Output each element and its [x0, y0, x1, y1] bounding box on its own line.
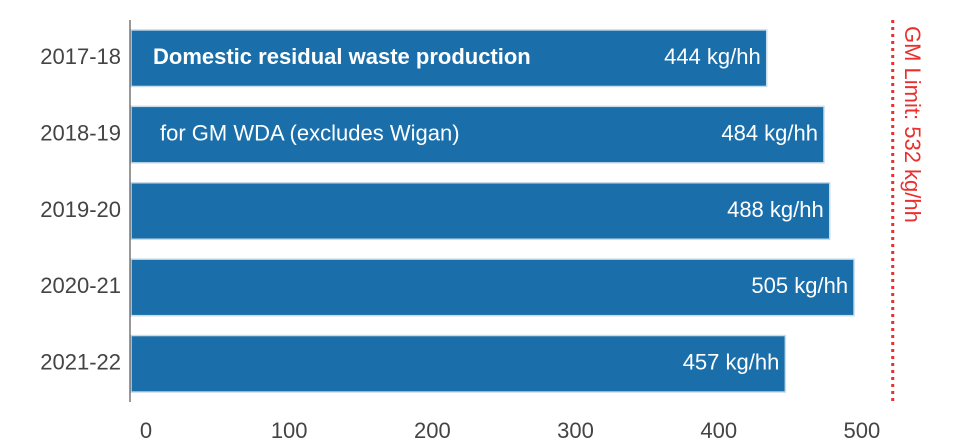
x-tick-label: 400: [700, 418, 737, 442]
value-label: 457 kg/hh: [683, 350, 780, 375]
bar: [130, 334, 787, 393]
x-tick-label: 100: [271, 418, 308, 442]
y-tick-label: 2019-20: [40, 197, 121, 222]
annotation: for GM WDA (excludes Wigan): [160, 120, 460, 145]
annotation: Domestic residual waste production: [153, 44, 531, 69]
bar: [130, 105, 825, 164]
bar: [130, 258, 855, 317]
value-label: 505 kg/hh: [751, 273, 848, 298]
bar: [130, 181, 831, 241]
x-tick-label: 200: [414, 418, 451, 442]
reference-label: GM Limit: 532 kg/hh: [900, 26, 925, 223]
y-tick-label: 2021-22: [40, 350, 121, 375]
value-label: 484 kg/hh: [721, 120, 818, 145]
y-tick-label: 2018-19: [40, 120, 121, 145]
y-tick-label: 2017-18: [40, 44, 121, 69]
value-label: 444 kg/hh: [664, 44, 761, 69]
x-tick-label: 300: [557, 418, 594, 442]
x-tick-label: 500: [844, 418, 881, 442]
bar: [130, 29, 768, 88]
value-label: 488 kg/hh: [727, 197, 824, 222]
x-tick-label: 0: [140, 418, 152, 442]
y-tick-label: 2020-21: [40, 273, 121, 298]
